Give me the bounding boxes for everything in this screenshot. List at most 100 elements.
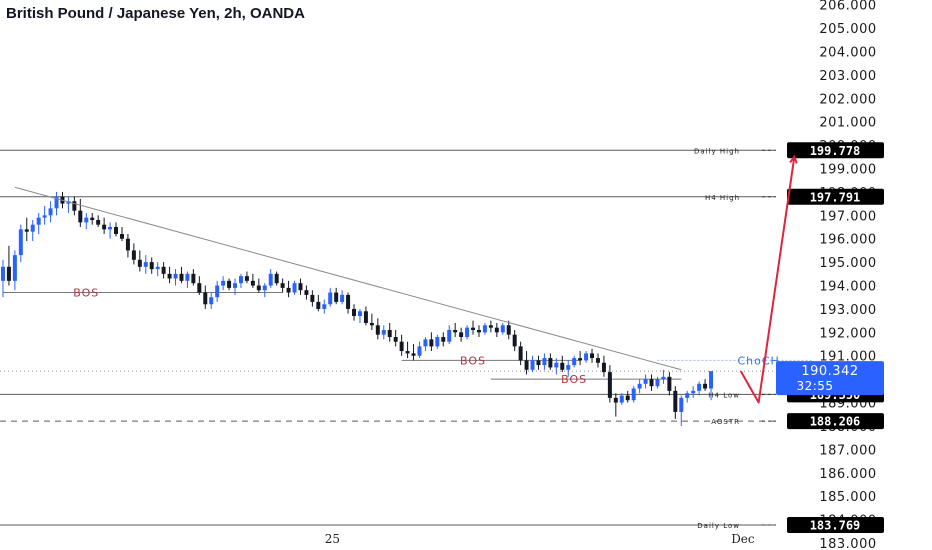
level-tag-label: 188.206: [810, 415, 861, 429]
y-tick-label: 186.000: [819, 467, 876, 482]
candle-body: [631, 388, 636, 401]
candle-body: [363, 311, 368, 323]
candle-body: [441, 337, 446, 342]
price-tag-value: 190.342: [801, 364, 858, 379]
candles: [0, 191, 714, 426]
candle-body: [298, 283, 303, 291]
candle-body: [578, 358, 583, 361]
candle-body: [268, 273, 273, 286]
candle-body: [185, 273, 190, 281]
candle-body: [161, 266, 166, 274]
candle-body: [90, 217, 95, 220]
candle-body: [340, 294, 345, 302]
y-tick-label: 201.000: [819, 116, 876, 131]
y-tick-label: 202.000: [819, 92, 876, 107]
candle-body: [601, 362, 606, 373]
candle-body: [649, 379, 654, 387]
candle-body: [369, 322, 374, 326]
candle-body: [411, 353, 416, 356]
candle-body: [197, 283, 202, 293]
candle-body: [30, 224, 35, 232]
candle-body: [595, 358, 600, 363]
candle-body: [667, 376, 672, 391]
candle-body: [18, 229, 23, 256]
candle-body: [471, 327, 476, 330]
level-name: H4 Low: [708, 391, 740, 399]
candle-body: [560, 362, 565, 370]
candle-body: [584, 353, 589, 361]
price-tag-box: [776, 361, 884, 396]
candle-body: [381, 330, 386, 335]
candle-body: [494, 327, 499, 333]
candle-body: [506, 325, 511, 335]
candle-body: [393, 337, 398, 342]
y-tick-label: 185.000: [819, 490, 876, 505]
annotation-label: BOS: [460, 354, 486, 367]
y-axis: 183.000184.000185.000186.000187.000188.0…: [819, 0, 876, 550]
candle-body: [685, 393, 690, 398]
candle-body: [310, 294, 315, 302]
candle-body: [512, 334, 517, 347]
candle-body: [655, 379, 660, 387]
y-tick-label: 206.000: [819, 0, 876, 14]
candle-body: [262, 285, 267, 291]
candle-body: [238, 276, 243, 284]
candle-body: [209, 297, 214, 305]
candle-body: [167, 273, 172, 279]
candle-body: [233, 283, 238, 288]
candle-body: [476, 330, 481, 333]
candle-body: [435, 337, 440, 347]
level-tag-label: 197.791: [810, 190, 861, 204]
candle-body: [375, 325, 380, 335]
candle-body: [542, 358, 547, 366]
candle-body: [417, 346, 422, 356]
candle-body: [482, 325, 487, 333]
candle-body: [316, 301, 321, 309]
y-tick-label: 199.000: [819, 163, 876, 178]
candle-body: [661, 376, 666, 380]
y-tick-label: 192.000: [819, 326, 876, 341]
candle-body: [0, 266, 5, 281]
projection-path: [739, 154, 798, 404]
trendline-segment: [14, 186, 682, 371]
candle-body: [48, 208, 53, 216]
candle-body: [548, 358, 553, 368]
candle-body: [114, 227, 119, 235]
y-tick-label: 204.000: [819, 45, 876, 60]
candle-body: [96, 220, 101, 225]
candle-body: [102, 224, 107, 230]
candle-body: [215, 285, 220, 298]
candle-body: [173, 273, 178, 279]
candle-body: [465, 327, 470, 338]
candle-body: [137, 259, 142, 267]
candle-body: [399, 341, 404, 352]
annotation-label: ChoCH: [737, 354, 779, 367]
candle-body: [572, 358, 577, 366]
candle-body: [203, 292, 208, 305]
candle-body: [613, 397, 618, 403]
level-tag: [787, 188, 884, 205]
level-name: AOSTR: [711, 418, 740, 426]
candle-body: [357, 311, 362, 316]
candle-body: [518, 346, 523, 361]
candle-body: [78, 210, 83, 223]
candle-body: [405, 351, 410, 354]
candle-body: [536, 360, 541, 366]
candle-body: [328, 292, 333, 305]
candle-body: [459, 332, 464, 338]
level-tag: [787, 142, 884, 159]
candle-body: [6, 266, 11, 281]
candle-body: [131, 250, 136, 260]
level-tag-label: 199.778: [810, 144, 861, 158]
candle-body: [66, 201, 71, 204]
level-name: Daily Low: [697, 522, 740, 530]
candle-body: [191, 273, 196, 284]
candle-body: [274, 273, 279, 284]
candle-body: [619, 395, 624, 403]
candle-body: [429, 339, 434, 347]
candle-body: [256, 285, 261, 291]
y-tick-label: 193.000: [819, 303, 876, 318]
candle-body: [637, 383, 642, 389]
